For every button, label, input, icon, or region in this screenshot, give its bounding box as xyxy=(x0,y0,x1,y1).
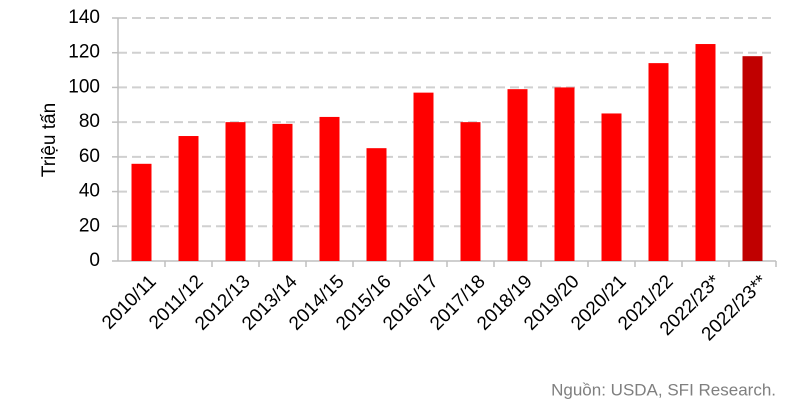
bar xyxy=(507,89,528,262)
bar xyxy=(695,44,716,262)
bar xyxy=(742,56,763,261)
bar xyxy=(460,122,481,262)
y-axis-label: Triệu tấn xyxy=(39,103,60,177)
y-tick-label: 60 xyxy=(79,146,100,167)
bar xyxy=(366,148,387,261)
y-tick-label: 100 xyxy=(68,76,100,97)
bar xyxy=(601,113,622,261)
source-note: Nguồn: USDA, SFI Research. xyxy=(551,380,776,399)
y-tick-label: 120 xyxy=(68,42,100,63)
y-tick-label: 0 xyxy=(89,250,100,271)
bar xyxy=(272,123,293,261)
y-tick-label: 80 xyxy=(79,111,100,132)
bar xyxy=(131,163,152,261)
y-tick-label: 140 xyxy=(68,7,100,28)
y-tick-label: 40 xyxy=(79,181,100,202)
y-tick-label: 20 xyxy=(79,215,100,236)
bar xyxy=(178,136,199,261)
bar xyxy=(554,87,575,261)
bar xyxy=(413,92,434,261)
bar xyxy=(319,116,340,261)
bar xyxy=(648,63,669,261)
bar xyxy=(225,122,246,262)
